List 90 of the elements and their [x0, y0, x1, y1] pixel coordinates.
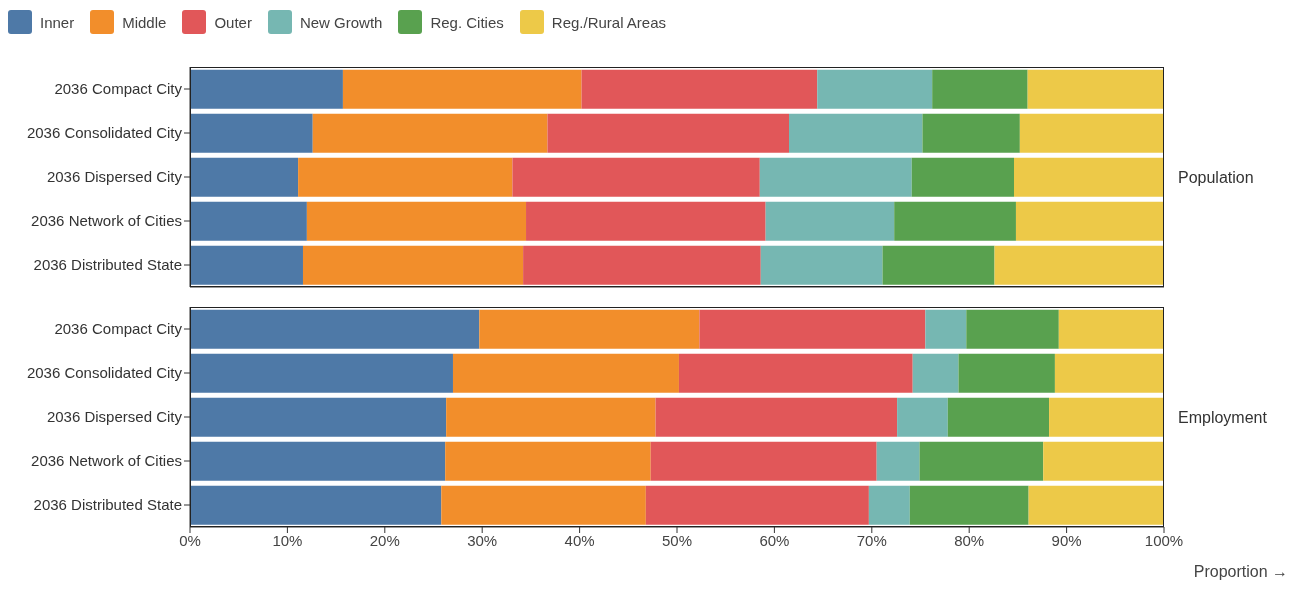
bar	[1019, 113, 1164, 153]
bar	[1058, 309, 1164, 349]
y-tick-label: 2036 Compact City	[54, 80, 183, 98]
bar	[966, 309, 1059, 349]
y-tick-label: 2036 Dispersed City	[46, 168, 183, 186]
bar	[650, 441, 877, 481]
bar	[581, 69, 818, 109]
y-tick-label: 2036 Compact City	[54, 320, 183, 338]
bar	[645, 485, 869, 525]
legend-label: Middle	[122, 13, 167, 31]
bar	[302, 245, 524, 285]
bar	[911, 157, 1014, 197]
y-tick-label: 2036 Network of Cities	[31, 212, 182, 230]
bar	[547, 113, 790, 153]
y-tick-label: 2036 Consolidated City	[26, 364, 183, 382]
bar	[479, 309, 700, 349]
bar	[897, 397, 948, 437]
bar	[760, 245, 883, 285]
bar	[441, 485, 646, 525]
x-tick-label: 20%	[369, 531, 400, 549]
bar	[1027, 69, 1164, 109]
bar	[445, 441, 651, 481]
bar	[765, 201, 895, 241]
bar	[190, 245, 303, 285]
bar	[919, 441, 1044, 481]
legend-label: Outer	[214, 13, 252, 31]
bar	[342, 69, 582, 109]
bar	[1015, 201, 1164, 241]
bar	[789, 113, 923, 153]
bar	[306, 201, 527, 241]
legend-label: Inner	[40, 13, 75, 31]
bar	[190, 397, 447, 437]
bar	[523, 245, 761, 285]
bar	[1054, 353, 1164, 393]
bar	[190, 157, 299, 197]
x-tick-label: 10%	[272, 531, 303, 549]
y-tick-label: 2036 Network of Cities	[31, 452, 182, 470]
x-tick-label: 60%	[759, 531, 790, 549]
bar	[190, 69, 343, 109]
bar	[190, 113, 313, 153]
x-tick-label: 100%	[1144, 531, 1184, 549]
bar	[655, 397, 898, 437]
y2-axis-title: Population	[1178, 168, 1254, 186]
y2-axis-title: Employment	[1178, 408, 1268, 426]
bar	[1014, 157, 1164, 197]
bar	[925, 309, 967, 349]
x-tick-label: 30%	[467, 531, 498, 549]
bar	[452, 353, 679, 393]
x-tick-label: 0%	[179, 531, 201, 549]
bar	[446, 397, 656, 437]
bar	[190, 201, 307, 241]
x-tick-label: 90%	[1051, 531, 1082, 549]
bar	[909, 485, 1029, 525]
bar	[1028, 485, 1164, 525]
bar	[699, 309, 926, 349]
bar	[912, 353, 959, 393]
bar	[868, 485, 910, 525]
bar	[958, 353, 1055, 393]
bar	[932, 69, 1028, 109]
bar	[876, 441, 920, 481]
bar	[947, 397, 1050, 437]
bar	[678, 353, 913, 393]
bar	[190, 485, 442, 525]
y-tick-label: 2036 Consolidated City	[26, 124, 183, 142]
bar	[312, 113, 548, 153]
bar	[190, 353, 453, 393]
bar	[190, 309, 480, 349]
bar	[894, 201, 1016, 241]
bar	[759, 157, 912, 197]
y-tick-label: 2036 Dispersed City	[46, 408, 183, 426]
legend-label: New Growth	[299, 13, 383, 31]
bar	[994, 245, 1164, 285]
bar	[817, 69, 933, 109]
bar	[1049, 397, 1164, 437]
bar	[298, 157, 513, 197]
bar	[190, 441, 446, 481]
bar	[512, 157, 760, 197]
bar	[1043, 441, 1164, 481]
x-tick-label: 70%	[856, 531, 887, 549]
legend-label: Reg. Cities	[430, 13, 504, 31]
y-tick-label: 2036 Distributed State	[33, 256, 182, 274]
bar	[882, 245, 995, 285]
x-tick-label: 80%	[954, 531, 985, 549]
bar	[922, 113, 1020, 153]
x-axis-title: Proportion →	[1193, 563, 1288, 581]
x-tick-label: 40%	[564, 531, 595, 549]
legend-label: Reg./Rural Areas	[551, 13, 667, 31]
bar	[526, 201, 766, 241]
y-tick-label: 2036 Distributed State	[33, 496, 182, 514]
x-tick-label: 50%	[661, 531, 693, 549]
